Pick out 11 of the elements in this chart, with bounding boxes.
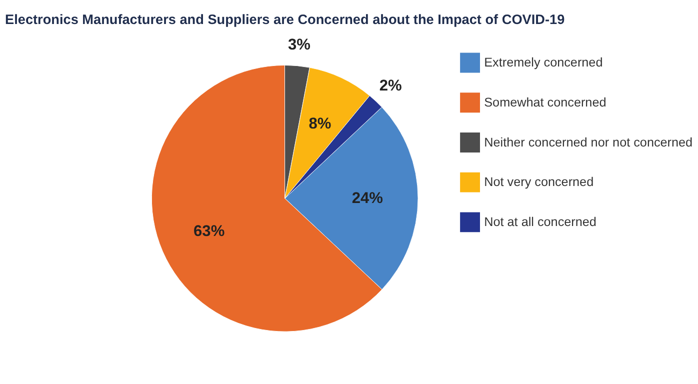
data-label: 63% [194, 223, 225, 240]
legend-label: Not at all concerned [484, 215, 596, 230]
legend-label: Somewhat concerned [484, 96, 606, 110]
data-label: 3% [288, 36, 311, 54]
legend-label: Not very concerned [484, 175, 594, 190]
legend-label: Neither concerned nor not concerned [484, 135, 693, 150]
data-label: 8% [308, 116, 332, 133]
legend-label: Extremely concerned [484, 56, 603, 70]
data-label: 2% [379, 77, 402, 94]
chart-title: Electronics Manufacturers and Suppliers are Concerned about the Impact of COVID-19 [5, 12, 566, 28]
data-label: 24% [352, 190, 384, 208]
